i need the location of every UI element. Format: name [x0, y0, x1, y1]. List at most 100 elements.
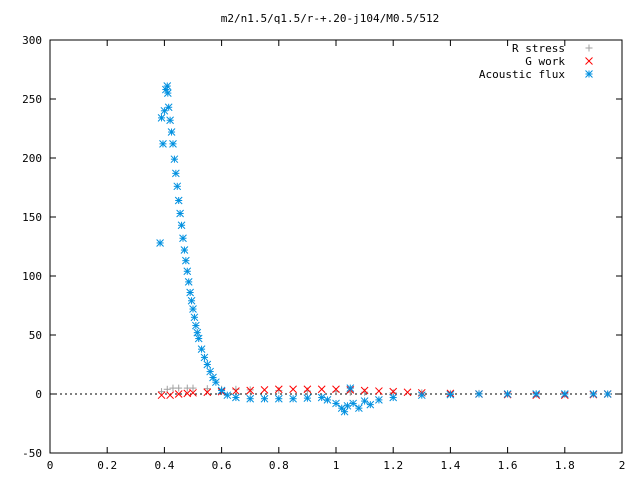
data-point [303, 385, 312, 394]
data-point [187, 296, 196, 305]
data-point [163, 89, 172, 97]
x-tick-label: 1 [333, 459, 340, 472]
data-point [589, 390, 598, 398]
data-point [160, 106, 169, 115]
x-tick-label: 0.6 [212, 459, 232, 472]
data-point [560, 390, 569, 398]
data-point [200, 353, 209, 362]
legend-label: G work [525, 55, 565, 68]
y-tick-label: 150 [22, 211, 42, 224]
data-point [355, 404, 363, 413]
data-point [323, 396, 332, 404]
data-point [360, 386, 369, 395]
data-point [475, 390, 483, 398]
data-point [346, 384, 355, 392]
data-point [375, 396, 383, 404]
y-tick-label: 50 [29, 329, 42, 342]
data-point [183, 267, 192, 276]
data-point [163, 82, 172, 90]
data-point [203, 388, 212, 397]
x-tick-label: 1.2 [383, 459, 403, 472]
data-point [159, 139, 167, 148]
data-point [186, 288, 194, 297]
data-point [189, 384, 197, 392]
data-point [417, 391, 426, 400]
data-point [176, 209, 184, 218]
data-point [317, 385, 326, 394]
x-tick-label: 1.8 [555, 459, 575, 472]
data-point [275, 386, 283, 394]
data-point [158, 388, 166, 396]
x-tick-label: 0.2 [97, 459, 117, 472]
legend-label: R stress [512, 42, 565, 55]
y-tick-label: 250 [22, 93, 42, 106]
y-axis: -50 0 50 100 150 200 250 300 [22, 34, 622, 460]
data-point [217, 386, 226, 395]
x-tick-label: 1.6 [498, 459, 518, 472]
data-point [189, 388, 197, 397]
data-point [194, 334, 203, 343]
data-point [232, 393, 240, 402]
data-point [389, 393, 398, 402]
data-point [303, 394, 312, 402]
x-tick-label: 1.4 [440, 459, 460, 472]
data-point [173, 182, 182, 191]
data-point [164, 103, 173, 112]
data-point [260, 386, 269, 394]
series-markers [156, 82, 612, 416]
data-point [212, 378, 220, 387]
data-point [179, 234, 187, 243]
x-tick-label: 0 [47, 459, 54, 472]
data-point [171, 169, 180, 178]
data-point [366, 400, 375, 409]
data-point [289, 385, 297, 394]
series-acoustic-flux [156, 82, 612, 416]
x-axis: 0 0.2 0.4 0.6 0.8 1 1.2 1.4 1.6 1.8 2 [47, 40, 626, 472]
data-point [180, 246, 189, 254]
data-point [389, 387, 398, 396]
data-point [170, 155, 179, 164]
data-point [289, 394, 297, 403]
data-point [181, 256, 190, 265]
legend-marker [585, 44, 593, 52]
data-point [193, 328, 202, 337]
y-tick-label: 100 [22, 270, 42, 283]
data-point [332, 399, 340, 408]
data-point [446, 390, 455, 399]
y-tick-label: 300 [22, 34, 42, 47]
data-point [375, 387, 383, 395]
data-point [232, 387, 240, 395]
data-point [197, 345, 206, 354]
x-tick-label: 0.8 [269, 459, 289, 472]
data-point [403, 388, 412, 397]
data-point [156, 239, 164, 247]
data-point [274, 385, 283, 394]
data-point [157, 391, 166, 400]
data-point [190, 313, 199, 322]
y-tick-label: 200 [22, 152, 42, 165]
data-point [223, 391, 232, 400]
data-point [246, 394, 255, 403]
x-tick-label: 2 [619, 459, 626, 472]
y-tick-label: -50 [22, 447, 42, 460]
data-point [274, 394, 283, 403]
data-point [157, 114, 166, 122]
legend-label: Acoustic flux [479, 68, 565, 81]
legend-marker [585, 70, 593, 78]
data-point [166, 391, 174, 400]
data-point [503, 390, 512, 398]
data-point [340, 407, 349, 416]
data-point [175, 384, 183, 392]
data-point [174, 196, 183, 205]
x-tick-label: 0.4 [154, 459, 174, 472]
data-point [260, 394, 269, 403]
data-point [177, 221, 186, 230]
data-point [603, 390, 612, 398]
data-point [167, 128, 176, 136]
data-point [332, 385, 340, 394]
data-point [192, 321, 200, 330]
data-point [189, 305, 197, 313]
data-point [174, 390, 183, 398]
data-point [349, 399, 358, 408]
